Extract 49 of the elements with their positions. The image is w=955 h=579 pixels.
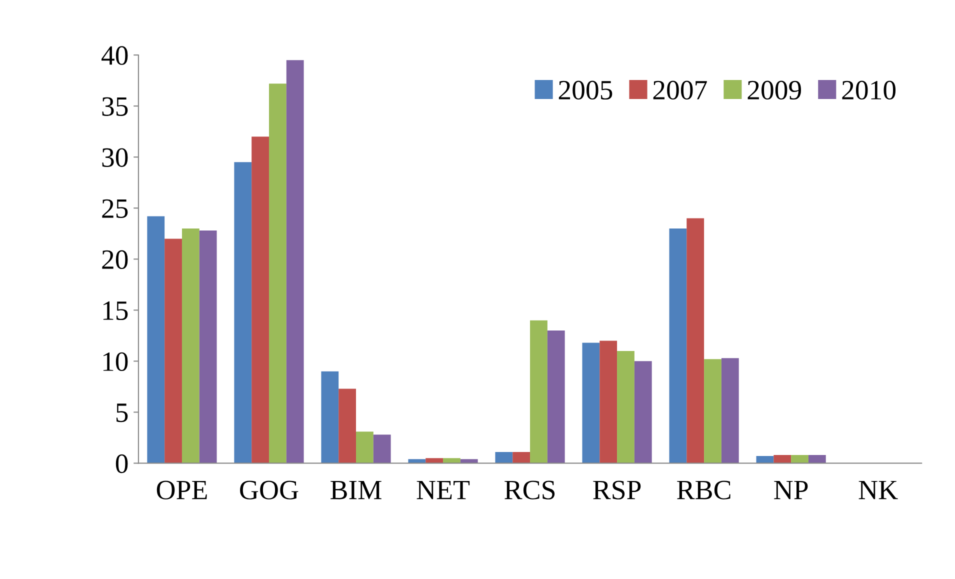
bar: [182, 228, 200, 464]
bar: [252, 136, 269, 464]
bar: [512, 452, 530, 464]
bar: [530, 320, 548, 464]
x-tick-label: NP: [774, 480, 808, 500]
y-tick-label: 0: [116, 454, 128, 474]
y-tick-label: 35: [102, 97, 128, 116]
bar: [634, 361, 652, 464]
y-tick-label: 25: [102, 199, 128, 218]
bar: [338, 388, 356, 464]
y-tick-label: 40: [102, 46, 128, 65]
x-tick-label: BIM: [330, 480, 382, 500]
legend-label: 2007: [653, 80, 707, 100]
x-tick-label: RBC: [677, 480, 730, 500]
legend-label: 2005: [558, 80, 612, 100]
y-tick-label: 30: [102, 148, 128, 167]
y-tick-label: 5: [116, 404, 128, 422]
bar: [234, 162, 252, 464]
bar: [808, 455, 826, 464]
x-tick-label: GOG: [240, 480, 298, 500]
x-tick-label: RCS: [504, 480, 555, 500]
x-tick-label: RSP: [593, 480, 641, 500]
legend-label: 2010: [842, 80, 896, 100]
bar: [199, 230, 217, 464]
bar: [356, 432, 374, 464]
bar: [774, 455, 792, 464]
x-tick-label: OPE: [156, 480, 207, 500]
bar: [321, 371, 339, 464]
bar: [582, 342, 600, 464]
bar: [721, 358, 739, 464]
bar: [617, 350, 634, 464]
y-tick-label: 10: [103, 352, 128, 372]
bar: [686, 218, 704, 464]
bar: [147, 216, 165, 464]
y-tick-label: 20: [102, 250, 128, 270]
bar: [373, 434, 391, 464]
bar: [669, 228, 687, 464]
x-tick-label: NET: [416, 480, 470, 500]
bar: [704, 359, 722, 464]
bar: [547, 330, 565, 464]
y-tick-label: 15: [103, 301, 128, 320]
bar: [286, 60, 304, 464]
bar: [164, 238, 182, 464]
bar: [268, 84, 286, 464]
legend-label: 2009: [748, 80, 801, 100]
bar: [791, 455, 808, 464]
bar: [600, 340, 618, 464]
x-tick-label: NK: [858, 480, 898, 500]
bar: [495, 452, 513, 464]
